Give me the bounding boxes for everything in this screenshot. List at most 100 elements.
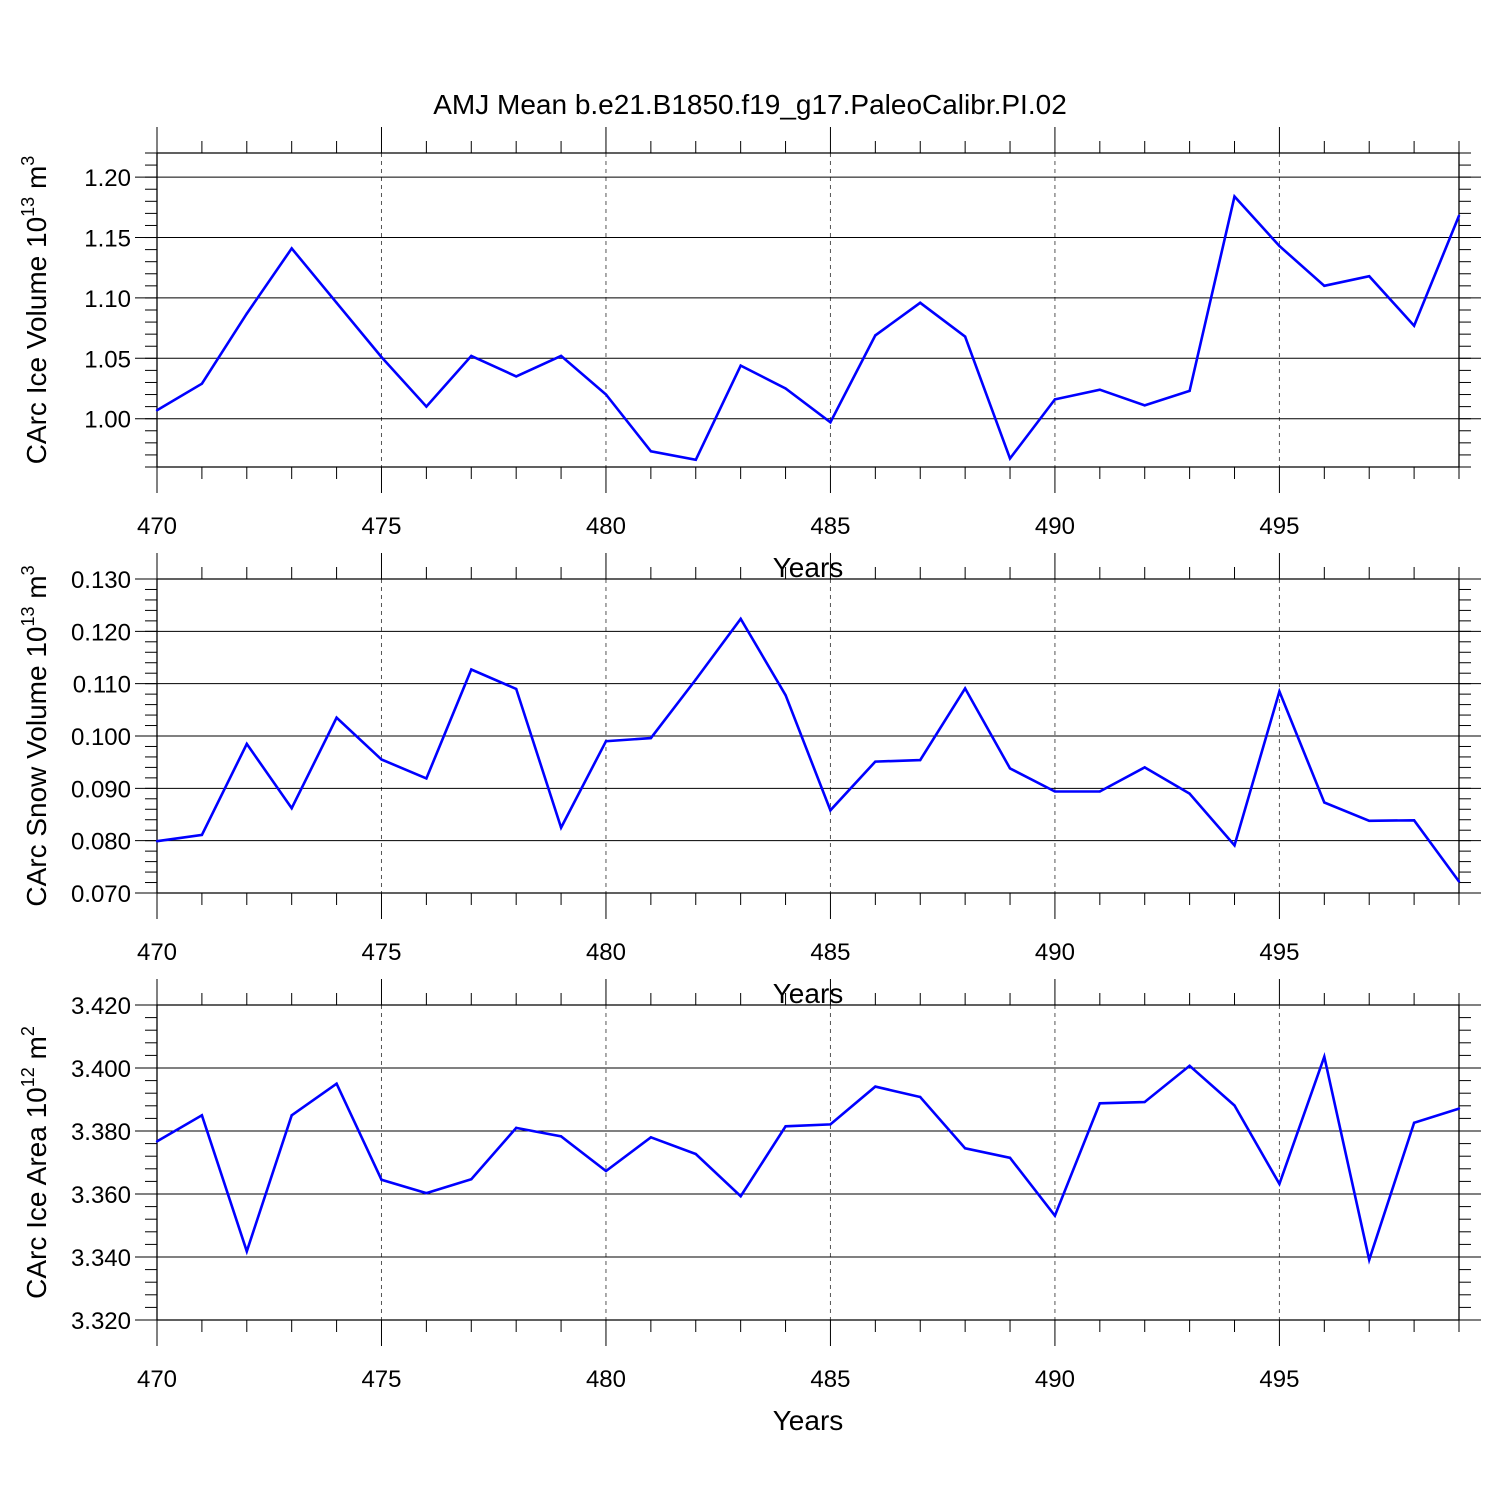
data-point [1323, 801, 1326, 804]
x-tick-label: 475 [361, 1366, 401, 1393]
data-point [1412, 324, 1416, 327]
x-tick-label: 485 [810, 1366, 850, 1393]
data-point [1233, 844, 1236, 847]
data-point [380, 355, 383, 359]
data-point [470, 354, 473, 358]
data-point [155, 839, 159, 843]
data-point [784, 387, 787, 390]
x-tick-label: 475 [361, 939, 401, 966]
x-tick-label: 495 [1259, 1366, 1299, 1393]
data-point [425, 1191, 428, 1195]
data-point [1143, 1100, 1146, 1104]
chart-title: AMJ Mean b.e21.B1850.f19_g17.PaleoCalibr… [433, 89, 1067, 120]
y-axis-label: CArc Ice Volume 1013 m3 [18, 156, 52, 465]
data-point [1008, 767, 1012, 770]
data-point [514, 1126, 518, 1130]
y-tick-label: 0.130 [71, 567, 131, 594]
data-point [963, 687, 967, 690]
data-point [470, 1177, 473, 1181]
data-point [335, 1082, 338, 1085]
data-point [245, 1250, 248, 1253]
x-tick-label: 480 [586, 513, 626, 540]
data-point [1098, 388, 1102, 391]
data-point [380, 758, 383, 761]
data-point [829, 421, 832, 424]
data-point [1008, 1156, 1012, 1159]
y-tick-label: 0.110 [73, 672, 131, 699]
y-tick-label: 0.100 [71, 724, 131, 751]
x-tick-label: 480 [586, 1366, 626, 1393]
data-point [784, 693, 787, 697]
data-point [604, 740, 608, 743]
data-point [784, 1125, 787, 1128]
x-tick-label: 495 [1259, 939, 1299, 966]
data-point [1143, 766, 1146, 769]
chart-panel-2: 0.070 0.080 0.090 0.100 0.110 0.120 0.130 470 47… [18, 553, 1481, 1009]
data-point [380, 1178, 383, 1182]
data-point [335, 716, 338, 719]
data-point [1457, 1107, 1461, 1110]
data-point [919, 301, 922, 304]
x-tick-label: 475 [361, 513, 401, 540]
y-tick-label: 1.05 [84, 346, 131, 373]
y-tick-label: 1.20 [84, 165, 131, 192]
data-point [1368, 1258, 1371, 1262]
x-tick-label: 470 [137, 1366, 177, 1393]
data-point [1098, 790, 1102, 793]
data-point [1188, 1064, 1191, 1067]
data-point [694, 458, 697, 461]
x-tick-label: 470 [137, 939, 177, 966]
data-point [1053, 790, 1057, 793]
data-point [200, 382, 204, 385]
data-point [739, 364, 742, 367]
data-point [1323, 284, 1326, 288]
data-point [874, 1085, 877, 1088]
y-tick-label: 3.360 [71, 1182, 131, 1209]
x-tick-label: 485 [810, 513, 850, 540]
data-point [604, 393, 608, 396]
data-point [829, 1123, 832, 1126]
y-tick-label: 0.090 [71, 776, 131, 803]
series-line [156, 193, 1461, 462]
chart-panel-3: 3.320 3.340 3.360 3.380 3.400 3.420 470 475 480 4… [18, 979, 1481, 1436]
data-point [649, 736, 653, 740]
data-point [649, 450, 653, 453]
data-point [559, 354, 563, 358]
data-point [559, 1135, 563, 1138]
y-axis-label: CArc Snow Volume 1013 m3 [18, 565, 52, 906]
data-point [290, 1114, 293, 1117]
y-tick-label: 3.380 [71, 1119, 131, 1146]
y-tick-label: 3.320 [71, 1308, 131, 1335]
data-point [1457, 880, 1461, 883]
data-point [290, 807, 293, 810]
data-point [1143, 404, 1146, 407]
data-point [694, 678, 697, 681]
data-point [335, 301, 338, 304]
data-point [919, 1095, 922, 1099]
data-point [874, 760, 877, 763]
y-tick-label: 1.15 [84, 226, 131, 253]
data-point [1008, 457, 1012, 460]
data-point [425, 405, 428, 408]
data-point [470, 668, 473, 671]
data-point [245, 312, 248, 315]
data-point [425, 777, 428, 780]
x-tick-label: 495 [1259, 513, 1299, 540]
data-point [155, 409, 159, 412]
data-point [1098, 1102, 1102, 1105]
data-point [1368, 819, 1371, 822]
y-tick-label: 3.420 [71, 993, 131, 1020]
series-line [156, 616, 1461, 883]
data-point [200, 833, 204, 837]
data-point [1053, 398, 1057, 401]
y-tick-label: 0.080 [71, 829, 131, 856]
x-tick-label: 490 [1035, 1366, 1075, 1393]
x-axis-label: Years [773, 1405, 844, 1436]
y-tick-label: 3.400 [71, 1056, 131, 1083]
data-point [514, 687, 518, 691]
data-point [290, 247, 293, 250]
x-tick-label: 485 [810, 939, 850, 966]
data-point [1188, 389, 1191, 393]
y-tick-label: 0.120 [71, 619, 131, 646]
